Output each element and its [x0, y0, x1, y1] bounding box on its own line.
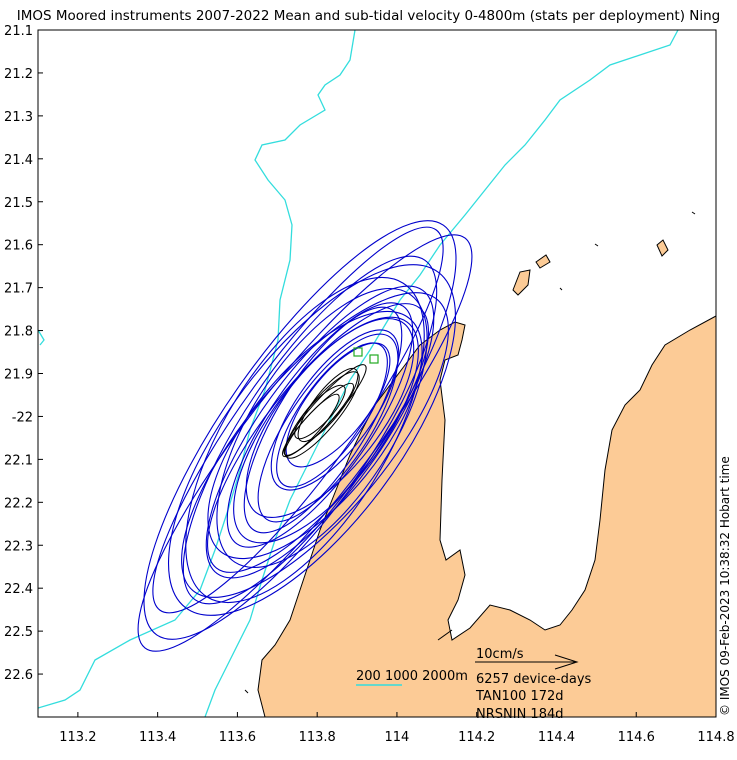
x-tick-label: 114.6	[618, 730, 655, 745]
y-tick-label: 22.4	[4, 582, 33, 597]
subtidal-ellipses	[282, 364, 367, 459]
mooring-nrsnin: NRSNIN 184d	[476, 707, 564, 722]
isobath-1000m	[204, 30, 679, 717]
mooring-tan100: TAN100 172d	[475, 689, 564, 704]
map-title: IMOS Moored instruments 2007-2022 Mean a…	[16, 8, 721, 24]
mooring-sites	[353, 347, 379, 364]
isobaths-label: 200 1000 2000m	[356, 669, 468, 684]
x-axis: 113.2 113.4 113.6 113.8 114 114.2 114.4 114.6 11…	[59, 712, 735, 745]
x-tick-label: 114	[385, 730, 410, 745]
y-tick-label: 22.2	[4, 496, 33, 511]
y-tick-label: 21.7	[4, 282, 33, 297]
y-tick-label: 21.8	[4, 325, 33, 340]
isobath-200m	[38, 30, 356, 709]
y-tick-label: -22	[12, 410, 33, 425]
y-tick-label: 22.3	[4, 539, 33, 554]
scale-label: 10cm/s	[476, 647, 524, 662]
x-tick-label: 113.2	[59, 730, 96, 745]
x-tick-label: 113.4	[139, 730, 176, 745]
y-tick-label: 21.2	[4, 67, 33, 82]
timestamp: © IMOS 09-Feb-2023 10:38:32 Hobart time	[718, 456, 732, 716]
site-marker-tan100	[353, 347, 363, 357]
y-tick-label: 22.6	[4, 668, 33, 683]
ningaloo-coast-land	[258, 316, 716, 717]
x-tick-label: 114.4	[538, 730, 575, 745]
x-tick-label: 113.6	[219, 730, 256, 745]
y-tick-label: 22.5	[4, 625, 33, 640]
y-tick-label: 21.1	[4, 24, 33, 39]
x-tick-label: 113.8	[299, 730, 336, 745]
variance-ellipses	[137, 220, 473, 652]
x-tick-label: 114.8	[697, 730, 734, 745]
scale-arrow-head	[554, 654, 579, 670]
device-days: 6257 device-days	[476, 672, 592, 687]
y-tick-label: 21.6	[4, 239, 33, 254]
island-1	[513, 270, 530, 295]
isobath-2000m	[38, 329, 45, 346]
y-tick-label: 21.5	[4, 196, 33, 211]
x-tick-label: 114.2	[458, 730, 495, 745]
y-tick-label: 21.3	[4, 110, 33, 125]
legend: 10cm/s 6257 device-days TAN100 172d NRSN…	[356, 647, 592, 722]
y-tick-label: 21.4	[4, 153, 33, 168]
y-axis: 21.1 21.2 21.3 21.4 21.5 21.6 21.7 21.8 21.9 -22 2…	[4, 24, 43, 683]
isobaths	[38, 30, 679, 717]
land	[258, 240, 716, 717]
y-tick-label: 22.1	[4, 453, 33, 468]
island-3	[657, 240, 668, 256]
site-marker-nrsnin	[369, 354, 379, 364]
coastline	[244, 211, 716, 717]
y-tick-label: 21.9	[4, 368, 33, 383]
island-2	[536, 255, 550, 268]
